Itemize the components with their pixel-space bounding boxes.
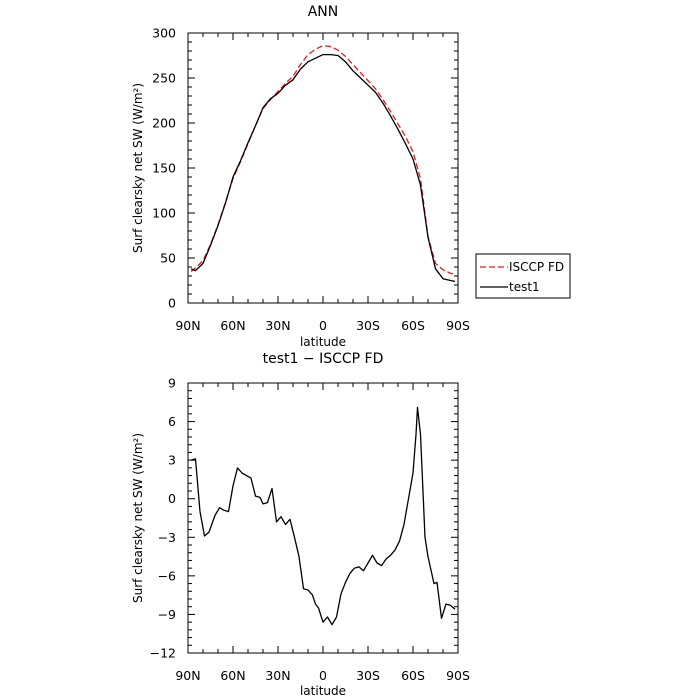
bottom-axes: 90N 60N 30N 0 30S 60S 90S −12 −9 −6 −3 0 3 6 9 [150,376,470,684]
bottom-x-tick-label: 0 [319,668,327,683]
bottom-x-tick-label: 30S [356,668,380,683]
bottom-chart-title: test1 − ISCCP FD [263,351,384,367]
bottom-y-tick-label: −9 [158,607,176,622]
bottom-y-tick-label: 6 [168,414,176,429]
legend-label-isccp-fd: ISCCP FD [509,260,564,274]
top-y-tick-label: 0 [168,296,176,311]
bottom-y-tick-label: −12 [150,646,176,661]
bottom-y-tick-label: −3 [158,530,176,545]
bottom-y-tick-label: 0 [168,491,176,506]
top-x-axis-label: latitude [300,335,346,349]
top-x-tick-label: 60N [220,318,245,333]
top-y-tick-label: 200 [152,116,176,131]
legend-box [475,253,571,299]
bottom-x-tick-label: 60S [401,668,425,683]
top-y-tick-label: 300 [152,26,176,41]
bottom-plot-frame [187,382,459,654]
top-plot-lines [190,44,456,283]
bottom-panel: test1 − ISCCP FD latitude Surf clearsky … [131,351,470,698]
bottom-series-line-difference [190,406,456,626]
top-y-tick-label: 150 [152,161,176,176]
top-x-tick-label: 60S [401,318,425,333]
bottom-y-axis-label: Surf clearsky net SW (W/m²) [131,433,145,603]
top-y-tick-label: 250 [152,71,176,86]
top-x-tick-label: 90N [175,318,200,333]
bottom-x-tick-label: 90N [175,668,200,683]
bottom-x-tick-label: 90S [446,668,470,683]
top-y-tick-label: 50 [160,251,176,266]
bottom-plot-lines [190,406,456,626]
top-x-tick-label: 90S [446,318,470,333]
bottom-x-tick-label: 60N [220,668,245,683]
top-series-line-test1 [190,53,456,283]
bottom-y-tick-label: 3 [168,453,176,468]
legend-label-test1: test1 [509,280,540,294]
top-x-tick-label: 30S [356,318,380,333]
bottom-x-axis-label: latitude [300,684,346,698]
top-x-tick-label: 30N [265,318,290,333]
legend: ISCCP FD test1 [475,253,571,299]
top-y-tick-label: 100 [152,206,176,221]
top-panel: ANN latitude Surf clearsky net SW (W/m²)… [131,4,470,349]
top-y-axis-label: Surf clearsky net SW (W/m²) [131,83,145,253]
bottom-y-tick-label: −6 [158,568,176,583]
bottom-x-tick-label: 30N [265,668,290,683]
bottom-y-tick-label: 9 [168,376,176,391]
top-chart-title: ANN [308,4,339,20]
top-x-tick-label: 0 [319,318,327,333]
top-axes: 90N 60N 30N 0 30S 60S 90S 0 50 100 150 200 250 300 [152,26,470,334]
top-plot-frame [187,32,459,304]
